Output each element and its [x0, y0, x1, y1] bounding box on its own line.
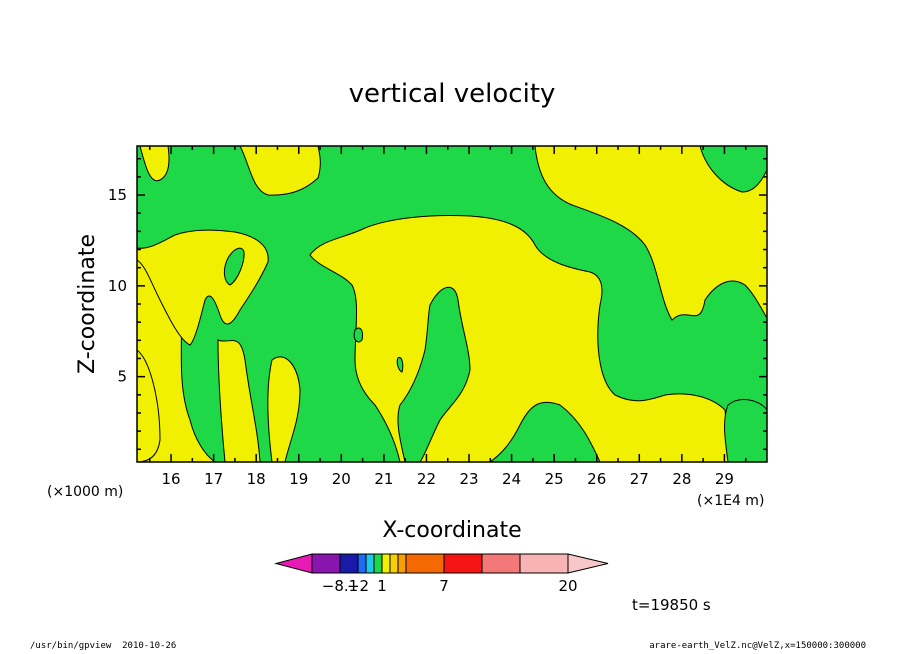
contour-region: [396, 356, 404, 373]
colorbar-label: 7: [439, 577, 449, 595]
x-tick-label: 27: [630, 470, 649, 488]
x-tick-label: 25: [545, 470, 564, 488]
plot-area: [137, 146, 767, 462]
x-tick-label: 29: [715, 470, 734, 488]
colorbar-segment: [373, 553, 383, 574]
contour-region: [724, 399, 767, 462]
contour-region: [223, 247, 245, 286]
colorbar-segment: [481, 553, 521, 574]
x-tick-label: 22: [417, 470, 436, 488]
contour-region: [534, 146, 767, 321]
y-axis: 5 10 15: [108, 186, 127, 386]
x-tick-label: 19: [289, 470, 308, 488]
colorbar-label: −2: [347, 577, 369, 595]
x-tick-label: 18: [247, 470, 266, 488]
contour-region: [397, 287, 471, 462]
colorbar: [274, 553, 609, 574]
x-tick-label: 24: [502, 470, 521, 488]
x-axis-title: X-coordinate: [382, 518, 521, 543]
colorbar-labels: −8.1−2 1 7 20: [322, 577, 578, 595]
y-axis-title: Z-coordinate: [75, 234, 100, 374]
axis-ticks: [137, 146, 767, 462]
contour-region: [267, 356, 301, 462]
x-tick-label: 28: [672, 470, 691, 488]
colorbar-label: 1: [377, 577, 387, 595]
contour-region: [239, 146, 321, 196]
y-tick-label: 15: [108, 186, 127, 204]
colorbar-label: −8.1: [322, 577, 358, 595]
colorbar-segment: [389, 553, 399, 574]
contour-region: [353, 327, 363, 343]
x-tick-label: 26: [587, 470, 606, 488]
x-multiplier-label: (×1E4 m): [697, 493, 764, 509]
colorbar-segment: [567, 553, 609, 574]
contour-region: [139, 146, 170, 182]
x-tick-label: 23: [459, 470, 478, 488]
y-tick-label: 10: [108, 277, 127, 295]
footer-left: /usr/bin/gpview 2010-10-26: [30, 641, 177, 651]
contour-region: [217, 339, 261, 462]
x-tick-label: 16: [162, 470, 181, 488]
colorbar-segment: [339, 553, 359, 574]
colorbar-segment: [274, 553, 313, 574]
colorbar-segment: [357, 553, 367, 574]
footer-right: arare-earth_VelZ.nc@VelZ,x=150000:300000: [649, 641, 866, 651]
x-axis: 16 17 18 19 20 21 22 23 24 25 26 27 28 29: [162, 470, 734, 488]
colorbar-segment: [365, 553, 375, 574]
colorbar-segment: [519, 553, 569, 574]
contour-regions: [137, 146, 767, 462]
y-multiplier-label: (×1000 m): [47, 484, 123, 500]
colorbar-segment: [405, 553, 445, 574]
time-label: t=19850 s: [632, 596, 711, 614]
colorbar-segment: [397, 553, 407, 574]
y-tick-label: 5: [117, 368, 127, 386]
x-tick-label: 20: [332, 470, 351, 488]
x-tick-label: 21: [374, 470, 393, 488]
chart-title: vertical velocity: [349, 79, 556, 109]
colorbar-label: 20: [558, 577, 577, 595]
x-tick-label: 17: [204, 470, 223, 488]
contour-region: [699, 146, 767, 193]
colorbar-segment: [381, 553, 391, 574]
colorbar-segment: [311, 553, 341, 574]
contour-region: [137, 349, 161, 462]
colorbar-segment: [443, 553, 483, 574]
